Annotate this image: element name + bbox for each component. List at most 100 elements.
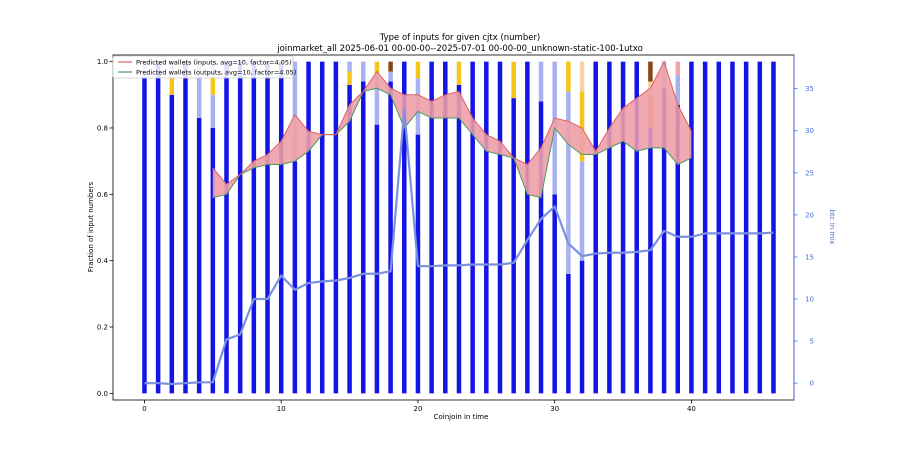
bar-4-segment-0 — [196, 118, 202, 394]
prediction-fill-3 — [253, 154, 268, 168]
legend-label-inputs: Predicted wallets (inputs, avg=10, facto… — [136, 59, 292, 67]
prediction-fill-25 — [554, 118, 569, 145]
bar-12-segment-0 — [306, 61, 311, 394]
bar-10-segment-0 — [278, 61, 284, 394]
prediction-fill-layer — [212, 61, 692, 198]
prediction-fill-14 — [404, 94, 418, 128]
prediction-fill-30 — [623, 98, 637, 152]
bar-39-segment-1 — [675, 74, 681, 105]
bar-29-segment-0 — [538, 101, 544, 394]
bar-35-segment-0 — [620, 61, 626, 394]
bar-32-segment-3 — [579, 61, 585, 92]
bar-7-segment-0 — [237, 61, 243, 394]
prediction-fill-33 — [664, 61, 678, 165]
bar-39-segment-0 — [675, 104, 681, 394]
bar-8-segment-0 — [251, 61, 257, 394]
y2-tick-label-35: 35 — [805, 85, 814, 93]
legend: Predicted wallets (inputs, avg=10, facto… — [112, 55, 296, 79]
bar-32-segment-1 — [579, 161, 585, 261]
prediction-fill-29 — [609, 108, 624, 148]
bar-30-segment-0 — [552, 194, 557, 394]
predicted-inputs-line — [212, 60, 692, 186]
bar-25-segment-0 — [484, 61, 489, 394]
prediction-fill-20 — [486, 134, 500, 155]
x-tick-label-0: 0 — [142, 405, 146, 413]
bar-23-segment-0 — [456, 84, 462, 394]
y2-tick-label-5: 5 — [810, 338, 814, 346]
y-tick-label-0.4: 0.4 — [97, 257, 109, 265]
bar-41-segment-0 — [702, 61, 708, 394]
x-tick-label-10: 10 — [277, 405, 286, 413]
y-tick-label-0.2: 0.2 — [97, 324, 108, 332]
bar-26-segment-0 — [497, 61, 503, 394]
bar-3-segment-0 — [183, 61, 188, 394]
prediction-fill-7 — [308, 131, 323, 152]
prediction-fill-6 — [294, 114, 309, 162]
prediction-fill-4 — [267, 141, 282, 165]
bar-31-segment-0 — [566, 273, 571, 394]
bar-11-segment-0 — [292, 161, 298, 394]
bar-15-segment-0 — [347, 84, 352, 394]
prediction-fill-5 — [281, 114, 295, 165]
bar-37-segment-3 — [648, 61, 653, 82]
prediction-fill-17 — [445, 91, 459, 119]
bar-15-segment-2 — [347, 61, 352, 72]
bar-38-segment-0 — [661, 88, 667, 394]
y-tick-label-1: 1.0 — [97, 58, 108, 66]
bar-18-segment-2 — [388, 61, 393, 72]
bar-32-segment-0 — [579, 260, 585, 394]
y-tick-label-0.6: 0.6 — [97, 191, 109, 199]
bar-24-segment-0 — [470, 61, 475, 394]
prediction-fill-34 — [677, 104, 692, 165]
bar-23-segment-1 — [456, 61, 462, 85]
bar-14-segment-0 — [333, 61, 339, 394]
bar-2-segment-1 — [169, 78, 175, 95]
bar-22-segment-0 — [443, 61, 448, 394]
bar-6-segment-0 — [224, 61, 229, 394]
bar-4-segment-1 — [196, 61, 202, 119]
y-axis-label: Fraction of input numbers — [87, 181, 95, 272]
bar-9-segment-0 — [265, 61, 270, 394]
bar-5-segment-0 — [210, 127, 216, 394]
prediction-fill-15 — [417, 94, 432, 119]
bar-40-segment-0 — [689, 61, 694, 394]
bar-45-segment-0 — [757, 61, 763, 394]
legend-label-outputs: Predicted wallets (outputs, avg=10, fact… — [136, 69, 296, 77]
prediction-fill-12 — [376, 71, 391, 95]
bar-34-segment-0 — [607, 61, 612, 394]
prediction-fill-32 — [650, 61, 665, 148]
bar-17-segment-1 — [374, 74, 380, 125]
y2-axis-label: btc in mix — [828, 210, 836, 245]
bar-5-segment-2 — [210, 78, 216, 95]
chart-subtitle: joinmarket_all 2025-06-01 00-00-00--2025… — [276, 44, 643, 54]
bar-19-segment-0 — [402, 61, 407, 394]
bar-18-segment-0 — [388, 81, 393, 394]
bar-46-segment-0 — [771, 61, 776, 394]
bar-28-segment-0 — [525, 61, 530, 394]
bar-32-segment-2 — [579, 91, 585, 162]
bar-27-segment-1 — [511, 61, 516, 99]
x-axis-label: Coinjoin in time — [434, 413, 489, 421]
y2-tick-label-25: 25 — [805, 169, 814, 177]
bar-37-segment-0 — [648, 127, 653, 394]
bar-16-segment-0 — [360, 81, 366, 394]
bar-36-segment-0 — [634, 61, 639, 394]
bar-39-segment-2 — [675, 61, 681, 75]
x-tick-label-40: 40 — [687, 405, 696, 413]
bar-44-segment-0 — [743, 61, 749, 394]
x-tick-label-20: 20 — [413, 405, 422, 413]
bar-15-segment-1 — [347, 71, 352, 85]
prediction-fill-26 — [568, 121, 583, 155]
bar-1-segment-0 — [155, 61, 161, 394]
axes-layer: 0 10 20 30 40 0.0 0.2 0.4 0.6 0.8 1.0 0 5 10 15 20 25 30 3… — [97, 54, 814, 413]
bar-13-segment-0 — [319, 61, 325, 394]
y2-tick-label-30: 30 — [805, 127, 814, 135]
y2-tick-label-15: 15 — [805, 253, 814, 261]
prediction-fill-13 — [390, 88, 405, 128]
y-tick-label-0: 0.0 — [97, 390, 108, 398]
bar-2-segment-0 — [169, 94, 175, 394]
bar-43-segment-0 — [730, 61, 735, 394]
bar-42-segment-0 — [716, 61, 722, 394]
prediction-fill-18 — [458, 91, 473, 135]
